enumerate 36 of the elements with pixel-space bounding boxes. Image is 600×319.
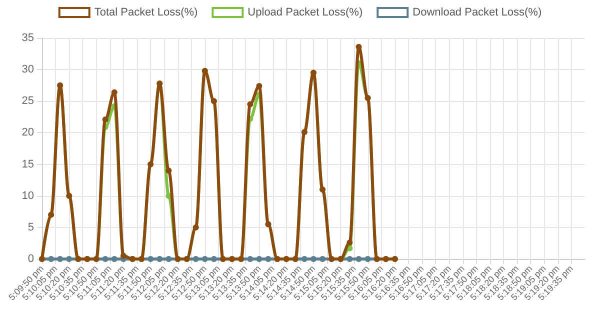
point [247, 256, 254, 262]
legend-label: Upload Packet Loss(%) [248, 6, 363, 18]
point [192, 256, 199, 262]
point [66, 256, 72, 262]
point [320, 256, 326, 262]
point [166, 168, 172, 174]
point [265, 256, 272, 262]
y-tick-label: 30 [22, 64, 34, 76]
y-tick-label: 5 [28, 221, 34, 234]
point [57, 256, 64, 262]
legend-label: Total Packet Loss(%) [94, 6, 198, 18]
point [210, 256, 217, 262]
point [166, 256, 172, 262]
point [111, 256, 118, 262]
point [356, 256, 362, 262]
point [364, 256, 371, 262]
point [148, 256, 154, 262]
point [256, 82, 262, 89]
legend-label: Download Packet Loss(%) [412, 6, 542, 18]
y-tick-label: 10 [22, 190, 34, 202]
point [256, 256, 262, 262]
point [156, 256, 163, 262]
y-tick-label: 25 [22, 95, 34, 108]
point [346, 240, 353, 246]
point [247, 101, 254, 108]
y-tick-label: 20 [22, 126, 34, 139]
point [102, 256, 108, 262]
point [356, 44, 362, 50]
point [301, 256, 308, 262]
point [102, 116, 108, 122]
point [48, 256, 54, 262]
point [202, 256, 208, 262]
y-tick-label: 35 [22, 32, 34, 44]
y-tick-label: 0 [28, 253, 34, 265]
point [346, 256, 353, 262]
y-tick-label: 15 [22, 158, 34, 170]
